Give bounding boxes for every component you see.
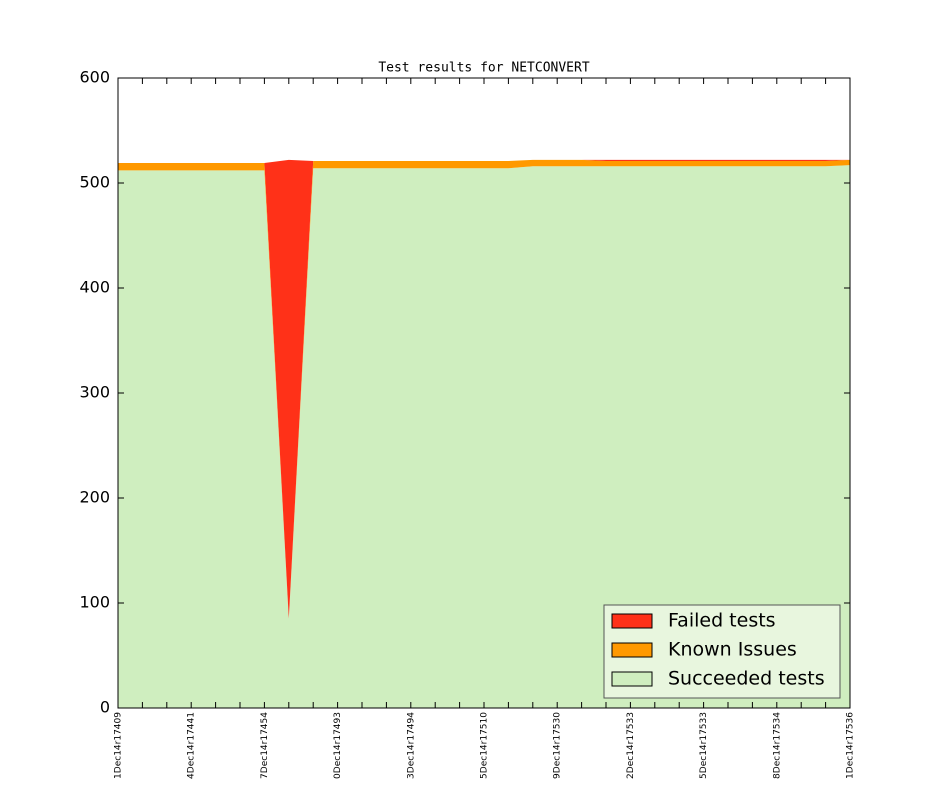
x-tick-label: 1Dec14r17536	[846, 712, 856, 779]
legend-label: Failed tests	[668, 610, 776, 632]
x-tick-label: 5Dec14r17533	[699, 712, 709, 779]
x-tick-label: 8Dec14r17534	[772, 712, 782, 779]
x-tick-label: 3Dec14r17494	[406, 712, 416, 779]
x-tick-label: 7Dec14r17454	[260, 712, 270, 779]
x-tick-label: 4Dec14r17441	[187, 712, 197, 779]
legend-label: Succeeded tests	[668, 668, 825, 690]
y-tick-label: 200	[79, 488, 110, 507]
chart-title: Test results for NETCONVERT	[378, 61, 589, 76]
y-tick-label: 100	[79, 593, 110, 612]
x-tick-label: 2Dec14r17533	[626, 712, 636, 779]
area	[118, 159, 850, 619]
y-tick-label: 0	[100, 698, 110, 717]
y-tick-label: 400	[79, 278, 110, 297]
y-tick-label: 600	[79, 68, 110, 87]
area	[118, 165, 850, 708]
x-tick-label: 9Dec14r17530	[553, 712, 563, 779]
legend-swatch	[611, 613, 653, 629]
x-tick-label: 1Dec14r17409	[114, 712, 124, 779]
legend-label: Known Issues	[668, 639, 797, 661]
x-tick-label: 0Dec14r17493	[333, 712, 343, 779]
legend-swatch	[611, 671, 653, 687]
legend: Failed tests Known Issues Succeeded tests	[603, 604, 841, 699]
x-tick-label: 5Dec14r17510	[480, 712, 490, 779]
y-tick-label: 500	[79, 173, 110, 192]
legend-swatch	[611, 642, 653, 658]
y-tick-label: 300	[79, 383, 110, 402]
